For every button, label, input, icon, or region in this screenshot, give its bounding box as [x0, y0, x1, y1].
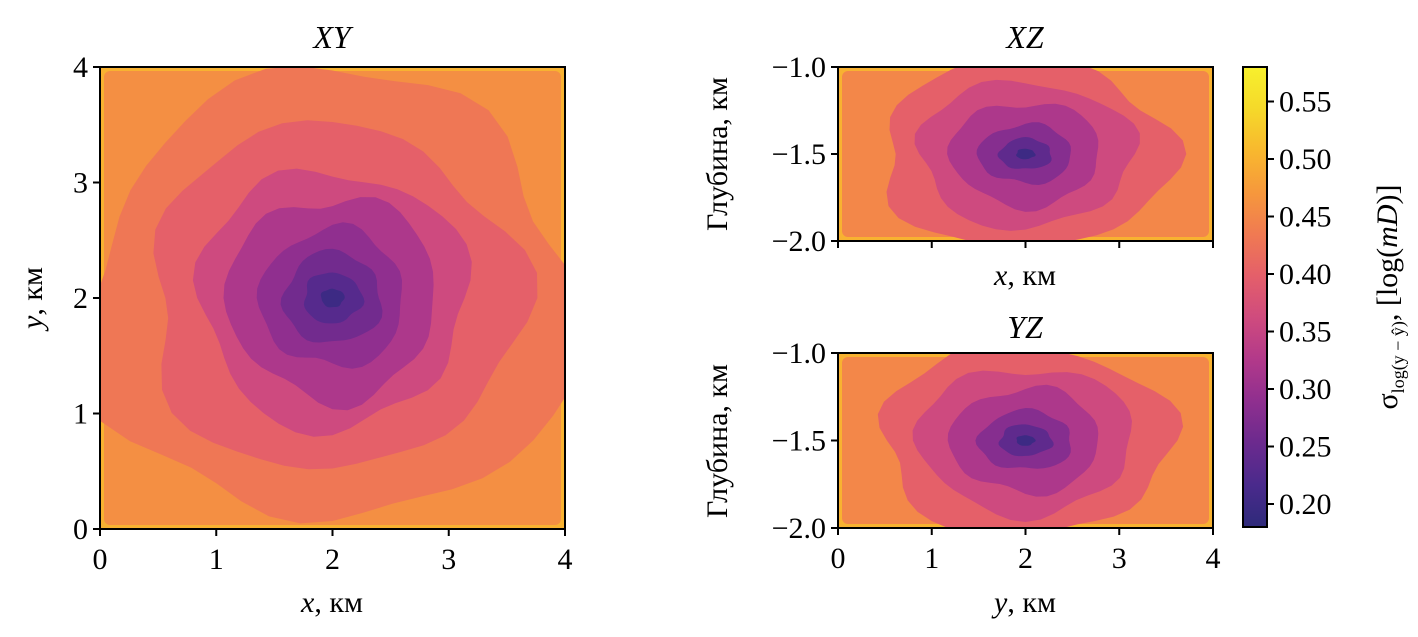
- xtick-label-yz-2: 2: [1018, 542, 1033, 575]
- xtick-label-xy-2: 2: [325, 543, 340, 576]
- xtick-label-xy-1: 1: [209, 543, 224, 576]
- ylabel-xy: y, км: [16, 267, 49, 332]
- ytick-label-xy-3: 3: [73, 167, 88, 200]
- heatmap-xz: [838, 67, 1213, 241]
- ytick-label-yz-1: −1.5: [772, 425, 826, 458]
- ylabel-xz: Глубина, км: [701, 77, 734, 231]
- panel-xy: 0 1 2 3 4 0 1 2 3 4 XY x, км y, км: [16, 19, 573, 619]
- ytick-label-xy-4: 4: [73, 51, 88, 84]
- ytick-label-xy-1: 1: [73, 398, 88, 431]
- colorbar: 0.20 0.25 0.30 0.35 0.40 0.45 0.50 0.55 σlog(y …: [1242, 66, 1409, 528]
- colorbar-ticks: 0.20 0.25 0.30 0.35 0.40 0.45 0.50 0.55: [1267, 86, 1332, 521]
- ytick-label-xy-2: 2: [73, 282, 88, 315]
- colorbar-gradient: [1242, 66, 1268, 528]
- xtick-label-yz-0: 0: [831, 542, 846, 575]
- xlabel-yz: y, км: [991, 586, 1056, 619]
- colorbar-tick-label-0: 0.20: [1279, 488, 1332, 521]
- xtick-label-yz-4: 4: [1206, 542, 1221, 575]
- colorbar-tick-label-4: 0.40: [1279, 258, 1332, 291]
- heatmap-xy: [100, 67, 565, 529]
- title-xy: XY: [311, 19, 354, 55]
- xtick-label-xy-0: 0: [93, 543, 108, 576]
- ytick-label-xy-0: 0: [73, 513, 88, 546]
- contour-yz-5: [1016, 435, 1036, 446]
- xlabel-xy: x, км: [300, 586, 363, 619]
- ytick-label-xz-2: −1.0: [772, 51, 826, 84]
- ticks-xz: −2.0 −1.5 −1.0: [772, 51, 1214, 258]
- panel-yz: 0 1 2 3 4 −2.0 −1.5 −1.0 YZ y, км Глубина, км: [701, 309, 1221, 619]
- ticks-yz: 0 1 2 3 4 −2.0 −1.5 −1.0: [772, 337, 1221, 575]
- title-xz: XZ: [1004, 19, 1045, 55]
- colorbar-label: σlog(y − ŷ), [log(mD)]: [1371, 185, 1409, 410]
- heatmap-yz: [838, 353, 1213, 528]
- panel-xz: −2.0 −1.5 −1.0 XZ x, км Глубина, км: [701, 19, 1214, 292]
- ytick-label-yz-2: −1.0: [772, 337, 826, 370]
- title-yz: YZ: [1007, 309, 1044, 345]
- colorbar-tick-label-7: 0.55: [1279, 86, 1332, 119]
- xtick-label-xy-3: 3: [441, 543, 456, 576]
- ytick-label-xz-0: −2.0: [772, 225, 826, 258]
- ylabel-yz: Глубина, км: [701, 364, 734, 518]
- contour-xy-7: [320, 288, 345, 308]
- xtick-label-xy-4: 4: [558, 543, 573, 576]
- colorbar-tick-label-3: 0.35: [1279, 316, 1332, 349]
- ytick-label-yz-0: −2.0: [772, 512, 826, 545]
- xtick-label-yz-3: 3: [1112, 542, 1127, 575]
- xlabel-xz: x, км: [993, 259, 1056, 292]
- colorbar-tick-label-6: 0.50: [1279, 143, 1332, 176]
- xtick-label-yz-1: 1: [924, 542, 939, 575]
- ytick-label-xz-1: −1.5: [772, 138, 826, 171]
- colorbar-tick-label-5: 0.45: [1279, 201, 1332, 234]
- colorbar-tick-label-2: 0.30: [1279, 373, 1332, 406]
- colorbar-tick-label-1: 0.25: [1279, 431, 1332, 464]
- contour-xz-5: [1016, 148, 1036, 160]
- ticks-xy: 0 1 2 3 4 0 1 2 3 4: [73, 51, 573, 576]
